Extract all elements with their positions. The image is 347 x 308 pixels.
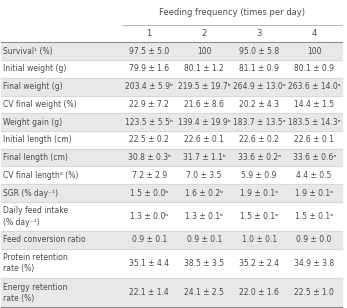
- Text: Feeding frequency (times per day): Feeding frequency (times per day): [159, 8, 305, 17]
- Text: 139.4 ± 19.9ᵇ: 139.4 ± 19.9ᵇ: [178, 118, 231, 127]
- Text: 95.0 ± 5.8: 95.0 ± 5.8: [239, 47, 279, 56]
- Bar: [1, 278, 341, 307]
- Text: 263.6 ± 14.0ᵃ: 263.6 ± 14.0ᵃ: [288, 82, 340, 91]
- Text: 7.0 ± 3.5: 7.0 ± 3.5: [186, 171, 222, 180]
- Bar: [1, 78, 341, 95]
- Text: 21.6 ± 8.6: 21.6 ± 8.6: [184, 100, 224, 109]
- Text: 1.3 ± 0.1ᵇ: 1.3 ± 0.1ᵇ: [185, 212, 223, 221]
- Text: Daily feed intake
(% day⁻¹): Daily feed intake (% day⁻¹): [3, 206, 69, 227]
- Text: 219.5 ± 19.7ᵇ: 219.5 ± 19.7ᵇ: [178, 82, 231, 91]
- Bar: [1, 113, 341, 131]
- Text: 0.9 ± 0.1: 0.9 ± 0.1: [187, 236, 222, 245]
- Text: 22.6 ± 0.2: 22.6 ± 0.2: [239, 135, 279, 144]
- Text: 0.9 ± 0.0: 0.9 ± 0.0: [296, 236, 332, 245]
- Text: 123.5 ± 5.5ᵇ: 123.5 ± 5.5ᵇ: [125, 118, 173, 127]
- Text: 35.2 ± 2.4: 35.2 ± 2.4: [239, 259, 279, 268]
- Text: 1: 1: [146, 29, 152, 38]
- Text: 22.9 ± 7.2: 22.9 ± 7.2: [129, 100, 169, 109]
- Bar: [1, 149, 341, 166]
- Text: Final weight (g): Final weight (g): [3, 82, 63, 91]
- Text: 22.5 ± 1.0: 22.5 ± 1.0: [294, 288, 334, 297]
- Text: 35.1 ± 4.4: 35.1 ± 4.4: [129, 259, 169, 268]
- Text: 0.9 ± 0.1: 0.9 ± 0.1: [132, 236, 167, 245]
- Text: 1.5 ± 0.1ᵃ: 1.5 ± 0.1ᵃ: [240, 212, 278, 221]
- Text: 14.4 ± 1.5: 14.4 ± 1.5: [294, 100, 334, 109]
- Text: Initial weight (g): Initial weight (g): [3, 64, 67, 74]
- Text: 80.1 ± 1.2: 80.1 ± 1.2: [184, 64, 224, 74]
- Text: 22.5 ± 0.2: 22.5 ± 0.2: [129, 135, 169, 144]
- Text: 1.9 ± 0.1ᵃ: 1.9 ± 0.1ᵃ: [240, 188, 278, 197]
- Text: 203.4 ± 5.9ᵇ: 203.4 ± 5.9ᵇ: [125, 82, 174, 91]
- Text: 7.2 ± 2.9: 7.2 ± 2.9: [132, 171, 167, 180]
- Text: 38.5 ± 3.5: 38.5 ± 3.5: [184, 259, 224, 268]
- Text: SGR (% day⁻¹): SGR (% day⁻¹): [3, 188, 58, 197]
- Bar: [1, 231, 341, 249]
- Text: 33.6 ± 0.6ᵃ: 33.6 ± 0.6ᵃ: [293, 153, 336, 162]
- Text: Survival¹ (%): Survival¹ (%): [3, 47, 53, 56]
- Text: 97.5 ± 5.0: 97.5 ± 5.0: [129, 47, 169, 56]
- Text: 183.7 ± 13.5ᵃ: 183.7 ± 13.5ᵃ: [233, 118, 286, 127]
- Text: Feed conversion ratio: Feed conversion ratio: [3, 236, 86, 245]
- Text: 24.1 ± 2.5: 24.1 ± 2.5: [184, 288, 224, 297]
- Text: CV final weight (%): CV final weight (%): [3, 100, 77, 109]
- Text: 1.5 ± 0.1ᵃ: 1.5 ± 0.1ᵃ: [295, 212, 333, 221]
- Text: 1.9 ± 0.1ᵃ: 1.9 ± 0.1ᵃ: [295, 188, 333, 197]
- Text: 264.9 ± 13.0ᵃ: 264.9 ± 13.0ᵃ: [233, 82, 286, 91]
- Text: Weight gain (g): Weight gain (g): [3, 118, 62, 127]
- Text: 2: 2: [202, 29, 207, 38]
- Text: 100: 100: [307, 47, 321, 56]
- Text: 30.8 ± 0.3ᵇ: 30.8 ± 0.3ᵇ: [127, 153, 171, 162]
- Text: 1.3 ± 0.0ᵇ: 1.3 ± 0.0ᵇ: [130, 212, 168, 221]
- Text: 22.0 ± 1.6: 22.0 ± 1.6: [239, 288, 279, 297]
- Text: 81.1 ± 0.9: 81.1 ± 0.9: [239, 64, 279, 74]
- Text: 34.9 ± 3.8: 34.9 ± 3.8: [294, 259, 334, 268]
- Text: 79.9 ± 1.6: 79.9 ± 1.6: [129, 64, 169, 74]
- Text: 1.6 ± 0.2ᵇ: 1.6 ± 0.2ᵇ: [185, 188, 223, 197]
- Text: 20.2 ± 4.3: 20.2 ± 4.3: [239, 100, 279, 109]
- Text: 1.0 ± 0.1: 1.0 ± 0.1: [242, 236, 277, 245]
- Text: CV final length² (%): CV final length² (%): [3, 171, 79, 180]
- Text: 4: 4: [312, 29, 317, 38]
- Text: 33.6 ± 0.2ᵃ: 33.6 ± 0.2ᵃ: [238, 153, 281, 162]
- Text: 183.5 ± 14.3ᵃ: 183.5 ± 14.3ᵃ: [288, 118, 340, 127]
- Text: 5.9 ± 0.9: 5.9 ± 0.9: [242, 171, 277, 180]
- Bar: [1, 184, 341, 202]
- Text: 80.1 ± 0.9: 80.1 ± 0.9: [294, 64, 334, 74]
- Text: 22.6 ± 0.1: 22.6 ± 0.1: [184, 135, 224, 144]
- Text: 1.5 ± 0.0ᵇ: 1.5 ± 0.0ᵇ: [130, 188, 168, 197]
- Text: 4.4 ± 0.5: 4.4 ± 0.5: [296, 171, 332, 180]
- Text: Energy retention
rate (%): Energy retention rate (%): [3, 283, 68, 303]
- Text: 100: 100: [197, 47, 211, 56]
- Text: 3: 3: [256, 29, 262, 38]
- Text: 22.1 ± 1.4: 22.1 ± 1.4: [129, 288, 169, 297]
- Text: Initial length (cm): Initial length (cm): [3, 135, 72, 144]
- Text: Protein retention
rate (%): Protein retention rate (%): [3, 253, 68, 274]
- Bar: [1, 43, 341, 60]
- Text: 22.6 ± 0.1: 22.6 ± 0.1: [294, 135, 334, 144]
- Text: Final length (cm): Final length (cm): [3, 153, 68, 162]
- Text: 31.7 ± 1.1ᵇ: 31.7 ± 1.1ᵇ: [183, 153, 226, 162]
